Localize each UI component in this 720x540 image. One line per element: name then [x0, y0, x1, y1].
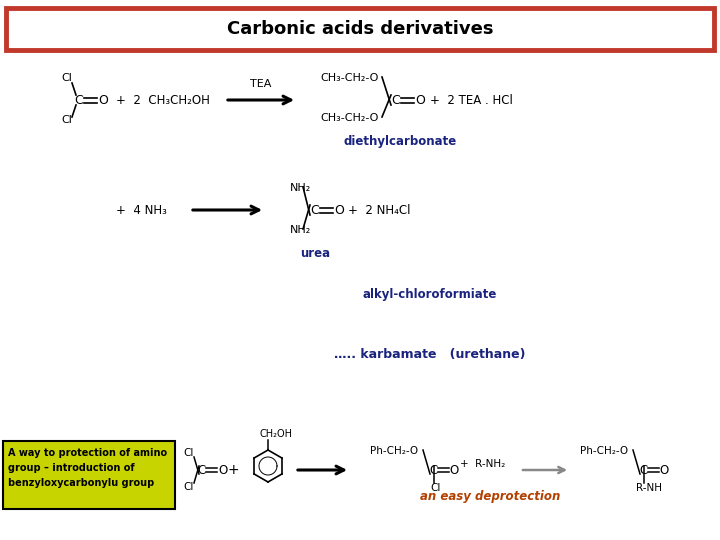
- Text: O: O: [218, 463, 228, 476]
- Text: Ph-CH₂-O: Ph-CH₂-O: [370, 446, 418, 456]
- FancyBboxPatch shape: [6, 8, 714, 50]
- Text: O: O: [98, 93, 108, 106]
- Text: CH₃-CH₂-O: CH₃-CH₂-O: [320, 73, 379, 83]
- FancyBboxPatch shape: [3, 441, 175, 509]
- Text: +  2 NH₄Cl: + 2 NH₄Cl: [348, 204, 410, 217]
- Text: Cl: Cl: [61, 73, 72, 83]
- Text: CH₂OH: CH₂OH: [259, 429, 292, 439]
- Text: C: C: [430, 463, 438, 476]
- Text: Cl: Cl: [61, 115, 72, 125]
- Text: +  2  CH₃CH₂OH: + 2 CH₃CH₂OH: [116, 93, 210, 106]
- Text: alkyl-chloroformiate: alkyl-chloroformiate: [363, 288, 498, 301]
- Text: C: C: [198, 463, 206, 476]
- Text: NH₂: NH₂: [290, 225, 311, 235]
- Text: NH₂: NH₂: [290, 183, 311, 193]
- Text: C: C: [310, 204, 320, 217]
- Text: O: O: [449, 463, 459, 476]
- Text: CH₃-CH₂-O: CH₃-CH₂-O: [320, 113, 379, 123]
- Text: an easy deprotection: an easy deprotection: [420, 490, 560, 503]
- Text: C: C: [640, 463, 648, 476]
- Text: Carbonic acids derivatives: Carbonic acids derivatives: [227, 20, 493, 38]
- Text: C: C: [392, 93, 400, 106]
- Text: C: C: [75, 93, 84, 106]
- Text: +  2 TEA . HCl: + 2 TEA . HCl: [430, 93, 513, 106]
- Text: +  4 NH₃: + 4 NH₃: [116, 204, 167, 217]
- Text: diethylcarbonate: diethylcarbonate: [343, 135, 456, 148]
- Text: O: O: [334, 204, 344, 217]
- Text: Cl: Cl: [183, 482, 194, 492]
- Text: +: +: [228, 463, 239, 477]
- Text: A way to protection of amino
group – introduction of
benzyloxycarbonylu group: A way to protection of amino group – int…: [8, 448, 167, 488]
- Text: R-NH: R-NH: [636, 483, 662, 493]
- Text: Cl: Cl: [183, 448, 194, 458]
- Text: ….. karbamate   (urethane): ….. karbamate (urethane): [334, 348, 526, 361]
- Text: +  R-NH₂: + R-NH₂: [460, 459, 505, 469]
- Text: O: O: [415, 93, 425, 106]
- Text: TEA: TEA: [251, 79, 271, 89]
- Text: Cl: Cl: [430, 483, 441, 493]
- Text: O: O: [660, 463, 669, 476]
- Text: urea: urea: [300, 247, 330, 260]
- Text: Ph-CH₂-O: Ph-CH₂-O: [580, 446, 628, 456]
